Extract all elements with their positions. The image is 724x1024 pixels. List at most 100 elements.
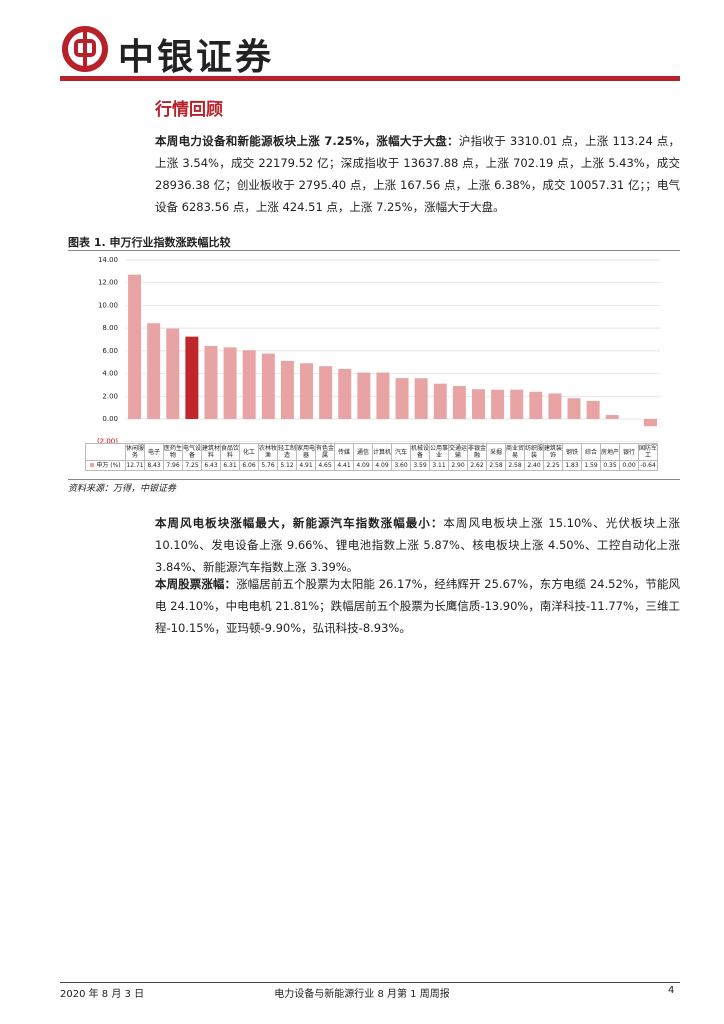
rule [68,250,680,251]
bar [510,389,524,419]
bar [376,372,390,419]
figure-caption: 图表 1. 申万行业指数涨跌幅比较 [68,236,231,249]
bar [319,366,333,419]
bar [166,328,180,419]
category-label: 银行 [619,443,639,461]
value-label: 6.43 [201,460,221,471]
bar [128,274,142,419]
value-label: 4.09 [353,460,373,471]
bar [185,336,199,419]
category-label: 房地产 [600,443,620,461]
bar [605,415,619,419]
bar [280,360,294,419]
y-tick-label: 12.00 [98,279,118,287]
bar [357,372,371,419]
lead: 本周风电板块涨幅最大，新能源汽车指数涨幅最小： [155,516,444,530]
brand: 中银证券 [118,36,275,78]
text: 涨幅居前五个股票为太阳能 26.17%，经纬辉开 25.67%，东方电缆 24.… [155,577,681,635]
value-label: 2.25 [543,460,563,471]
value-label: 2.40 [524,460,544,471]
bar [204,345,218,419]
category-label: 计算机 [372,443,392,461]
value-label: 12.71 [125,460,145,471]
category-label: 建筑材料 [201,443,221,461]
data-table: 休闲服务 电子 医药生物 电气设备 建筑材料 食品饮料 化工 农林牧渔 轻工制造 家用电器 有色金属… [85,443,658,471]
legend-swatch [90,463,95,467]
value-label: 4.41 [334,460,354,471]
category-label: 纺织服装 [524,443,544,461]
category-label: 采掘 [486,443,506,461]
value-label: -0.64 [638,460,658,471]
y-tick-label: 6.00 [102,347,118,355]
bar [147,323,161,419]
footer-rule [60,982,680,983]
legend-label: 申万 (%) [96,462,121,469]
value-label: 3.60 [391,460,411,471]
lead: 本周股票涨幅： [155,577,237,591]
text: 沪指收于 3310.01 点，上涨 113.24 点，上涨 3.54%，成交 2… [155,134,680,214]
value-label: 5.76 [258,460,278,471]
value-label: 6.06 [239,460,259,471]
y-tick-label: 10.00 [98,301,118,309]
value-label: 3.59 [410,460,430,471]
value-label: 4.65 [315,460,335,471]
footer-title: 电力设备与新能源行业 8 月第 1 周周报 [274,989,450,1000]
value-label: 7.25 [182,460,202,471]
y-tick-label: 0.00 [102,415,118,423]
category-label: 家用电器 [296,443,316,461]
category-label: 非银金融 [467,443,487,461]
value-label: 0.00 [619,460,639,471]
value-label: 1.59 [581,460,601,471]
value-label: 2.58 [486,460,506,471]
bar [414,378,428,419]
category-label: 有色金属 [315,443,335,461]
bar [643,418,657,427]
footer-date: 2020 年 8 月 3 日 [60,989,145,1000]
category-label: 休闲服务 [125,443,145,461]
category-label: 汽车 [391,443,411,461]
category-label: 建筑装饰 [543,443,563,461]
source: 资料来源：万得，中银证券 [68,484,177,494]
bar [491,389,505,419]
header-rule [60,76,680,81]
paragraph: 本周股票涨幅：涨幅居前五个股票为太阳能 26.17%，经纬辉开 25.67%，东… [155,573,680,639]
y-tick-label: 8.00 [102,324,118,332]
paragraph: 本周电力设备和新能源板块上涨 7.25%，涨幅大于大盘：沪指收于 3310.01… [155,130,680,218]
value-label: 1.83 [562,460,582,471]
category-label: 化工 [239,443,259,461]
value-label: 2.58 [505,460,525,471]
category-label: 商业贸易 [505,443,525,461]
lead: 本周电力设备和新能源板块上涨 7.25%，涨幅大于大盘： [155,134,459,148]
value-label: 7.96 [163,460,183,471]
bar [471,389,485,419]
page-number: 4 [668,985,675,996]
bar [586,400,600,419]
bar [300,363,314,419]
category-label: 电气设备 [182,443,202,461]
section-title: 行情回顾 [155,100,223,120]
bar [452,386,466,419]
category-label: 交通运输 [448,443,468,461]
category-label: 综合 [581,443,601,461]
bar [338,368,352,419]
paragraph: 本周风电板块涨幅最大，新能源汽车指数涨幅最小：本周风电板块上涨 15.10%、光… [155,512,680,578]
chart: (2.00) 0.00 2.00 4.00 6.00 8.00 10.00 12.00 14.0… [97,256,660,446]
bar [242,350,256,419]
bar [529,391,543,419]
y-tick-label: (2.00) [97,438,118,446]
logo [62,26,108,72]
category-label: 轻工制造 [277,443,297,461]
category-label: 电子 [144,443,164,461]
category-label: 传媒 [334,443,354,461]
y-tick-label: 2.00 [102,392,118,400]
value-label: 2.62 [467,460,487,471]
y-tick-label: 4.00 [102,370,118,378]
value-label: 3.11 [429,460,449,471]
bar [261,353,275,419]
text: 本周风电板块上涨 15.10%、光伏板块上涨 10.10%、发电设备上涨 9.6… [155,516,680,574]
value-label: 5.12 [277,460,297,471]
value-label: 0.35 [600,460,620,471]
bar [548,393,562,419]
bar [395,378,409,419]
